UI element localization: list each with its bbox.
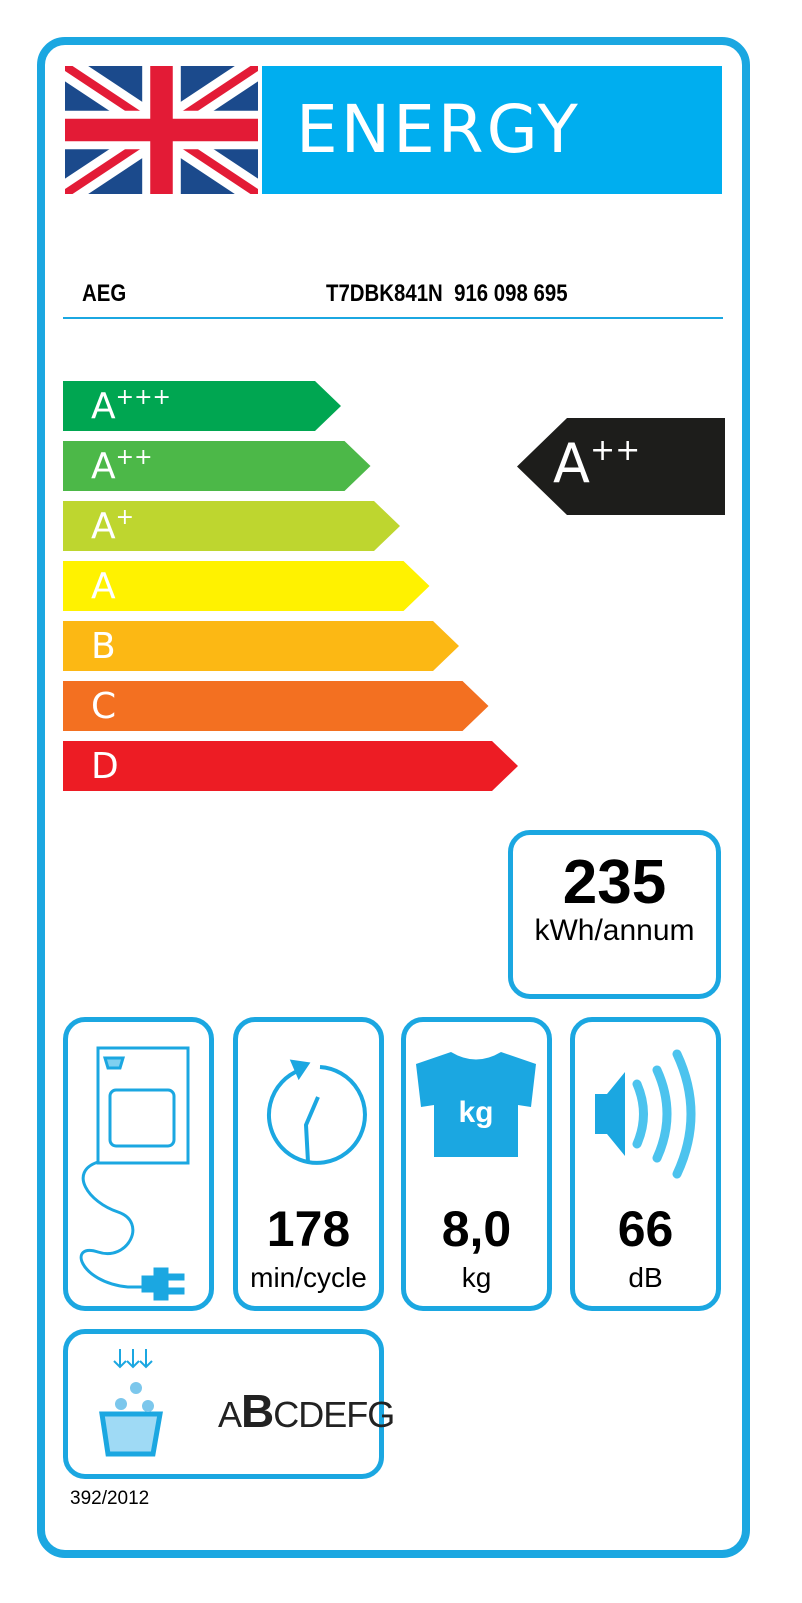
energy-banner: ENERGY (262, 66, 722, 194)
class-letter: A (91, 386, 116, 427)
energy-class-bar: B (63, 621, 459, 671)
energy-value: 235 (562, 848, 667, 917)
class-letter: B (91, 626, 116, 667)
divider (63, 317, 723, 319)
noise-unit: dB (628, 1262, 663, 1293)
model-identifier: T7DBK841N 916 098 695 (326, 280, 568, 307)
rating-arrow: A++ (517, 418, 725, 515)
class-plus: +++ (115, 385, 171, 410)
tumble-dryer-plug-icon (79, 1046, 190, 1301)
noise-box: 66 dB (570, 1017, 721, 1311)
rating-letter: A (553, 432, 590, 495)
energy-unit: kWh/annum (534, 914, 695, 947)
cycle-time-value: 178 (266, 1201, 351, 1257)
energy-class-arrow (63, 741, 518, 791)
energy-class-bar: A++ (63, 441, 371, 491)
energy-class-arrow (63, 441, 371, 491)
energy-consumption-box: 235 kWh/annum (508, 830, 721, 999)
capacity-value: 8,0 (441, 1201, 512, 1257)
condensation-scale: ABCDEFG (218, 1384, 395, 1438)
tshirt-kg-text: kg (458, 1096, 493, 1129)
scale-a: A (218, 1394, 242, 1435)
class-letter: A (91, 566, 116, 607)
cycle-time-unit: min/cycle (250, 1262, 367, 1293)
class-letter: A (91, 506, 116, 547)
supplier-name: AEG (82, 280, 127, 307)
energy-class-arrow (63, 681, 489, 731)
energy-class-bar: A+ (63, 501, 400, 551)
class-letter: C (91, 686, 117, 727)
class-letter: D (91, 746, 119, 787)
energy-class-arrow (63, 561, 430, 611)
label-frame (37, 37, 750, 1558)
energy-class-arrow (63, 381, 341, 431)
energy-class-bar: A (63, 561, 430, 611)
class-plus: + (115, 505, 135, 530)
capacity-box: kg 8,0 kg (401, 1017, 552, 1311)
clock-cycle-icon (266, 1059, 367, 1165)
scale-selected: B (241, 1385, 274, 1437)
energy-class-bar: A+++ (63, 381, 341, 431)
uk-flag-icon (65, 66, 258, 194)
dryer-type-box (63, 1017, 214, 1311)
energy-class-bar: D (63, 741, 518, 791)
energy-class-arrow (63, 501, 400, 551)
rating-plus: ++ (589, 433, 641, 468)
tshirt-kg-icon: kg (416, 1052, 536, 1157)
energy-class-arrow (63, 621, 459, 671)
scale-rest: CDEFG (273, 1394, 395, 1435)
regulation-number: 392/2012 (70, 1488, 150, 1509)
condensation-efficiency-box: ABCDEFG (63, 1329, 395, 1479)
capacity-unit: kg (461, 1262, 492, 1293)
condensation-icon (99, 1349, 163, 1457)
class-letter: A (91, 446, 116, 487)
noise-value: 66 (617, 1201, 674, 1257)
class-plus: ++ (115, 445, 153, 470)
speaker-icon (595, 1049, 696, 1179)
energy-class-bar: C (63, 681, 489, 731)
cycle-time-box: 178 min/cycle (233, 1017, 384, 1311)
